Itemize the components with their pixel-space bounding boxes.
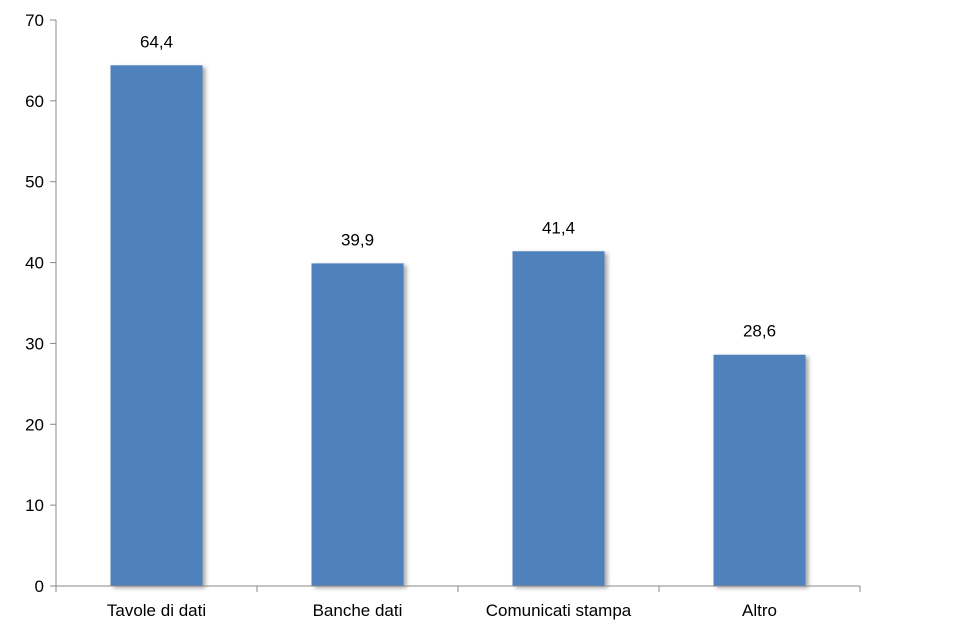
- y-tick-label: 60: [25, 92, 44, 111]
- y-tick-label: 50: [25, 173, 44, 192]
- y-tick-label: 70: [25, 11, 44, 30]
- data-label-3: 28,6: [743, 322, 776, 341]
- y-tick-label: 0: [35, 577, 44, 596]
- y-axis-ticks: 0 10 20 30 40 50 60 70: [25, 11, 56, 596]
- category-label-1: Banche dati: [313, 601, 403, 620]
- category-label-3: Altro: [742, 601, 777, 620]
- data-labels-group: 64,4 39,9 41,4 28,6: [140, 32, 776, 340]
- y-tick-label: 10: [25, 496, 44, 515]
- data-label-2: 41,4: [542, 218, 575, 237]
- data-label-1: 39,9: [341, 230, 374, 249]
- y-tick-label: 30: [25, 334, 44, 353]
- bar-2: [512, 251, 605, 586]
- category-label-0: Tavole di dati: [107, 601, 206, 620]
- bar-0: [110, 65, 203, 586]
- category-labels-group: Tavole di dati Banche dati Comunicati stam…: [107, 601, 777, 620]
- x-axis-ticks: [55, 586, 861, 592]
- bars-group: [110, 65, 806, 586]
- y-tick-label: 40: [25, 254, 44, 273]
- bar-1: [311, 263, 404, 586]
- y-tick-label: 20: [25, 415, 44, 434]
- category-label-2: Comunicati stampa: [486, 601, 632, 620]
- data-label-0: 64,4: [140, 32, 173, 51]
- bar-3: [713, 354, 806, 586]
